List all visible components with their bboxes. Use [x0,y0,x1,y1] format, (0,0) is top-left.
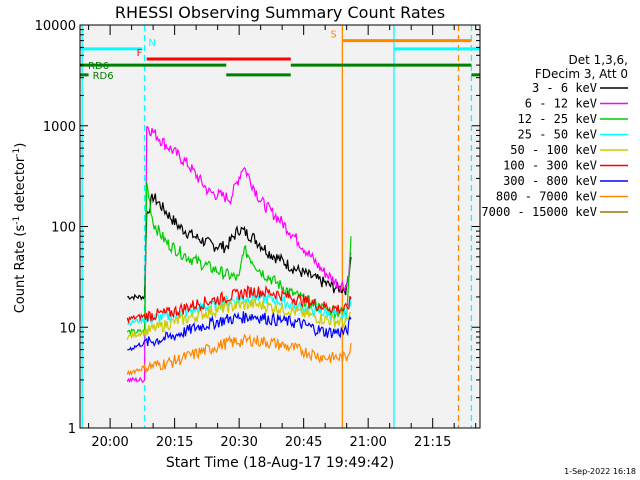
date-stamp: 1-Sep-2022 16:18 [564,467,636,476]
series-line-1 [126,125,352,384]
series-line-7 [126,333,352,377]
legend-entry-label-6: 300 - 800 keV [503,174,597,188]
legend-header-line-1: Det 1,3,6, [569,53,629,67]
series-line-5 [126,284,352,325]
legend-entry-label-3: 25 - 50 keV [518,128,597,142]
y-axis-label: Count Rate (s-1 detector-1) [12,143,28,314]
flag-label-0: N [148,38,155,49]
chart-title: RHESSI Observing Summary Count Rates [115,3,445,22]
y-tick-label-3: 1000 [43,120,76,135]
legend-entry-label-7: 800 - 7000 keV [496,190,597,204]
y-tick-label-2: 100 [51,221,76,236]
x-tick-label-2: 20:30 [220,435,257,450]
y-axis-label-part-4: ) [13,143,28,148]
y-tick-label-4: 10000 [35,19,76,34]
legend-entry-label-0: 3 - 6 keV [532,81,597,95]
legend: Det 1,3,6, FDecim 3, Att 0 3 - 6 keV 6 - … [481,53,628,219]
y-axis-label-part-0: Count Rate (s [13,225,28,314]
x-tick-label-0: 20:00 [91,435,128,450]
legend-header-line-2: FDecim 3, Att 0 [535,67,628,81]
flag-label-4: RD6 [93,71,114,82]
legend-entry-label-1: 6 - 12 keV [525,97,597,111]
legend-entry-label-4: 50 - 100 keV [510,143,597,157]
x-tick-label-1: 20:15 [156,435,193,450]
flag-label-2: S [330,30,336,41]
series-line-6 [127,311,352,352]
x-tick-label-4: 21:00 [349,435,386,450]
plot-background [80,25,480,428]
y-axis-label-part-2: detector [13,156,28,216]
flag-label-1: F [137,48,143,59]
y-axis-label-part-3: -1 [12,148,22,157]
series-line-4 [126,297,352,340]
x-tick-label-3: 20:45 [285,435,322,450]
legend-entry-label-8: 7000 - 15000 keV [481,205,597,219]
x-tick-label-5: 21:15 [414,435,451,450]
series-line-0 [127,193,352,301]
flag-label-3: RD6 [88,61,109,72]
x-axis-label: Start Time (18-Aug-17 19:49:42) [166,455,394,471]
series-line-2 [126,182,352,337]
legend-entry-label-2: 12 - 25 keV [518,112,597,126]
legend-entry-label-5: 100 - 300 keV [503,159,597,173]
y-tick-label-1: 10 [59,321,76,336]
y-axis-label-part-1: -1 [12,216,22,225]
y-tick-label-0: 1 [68,422,76,437]
